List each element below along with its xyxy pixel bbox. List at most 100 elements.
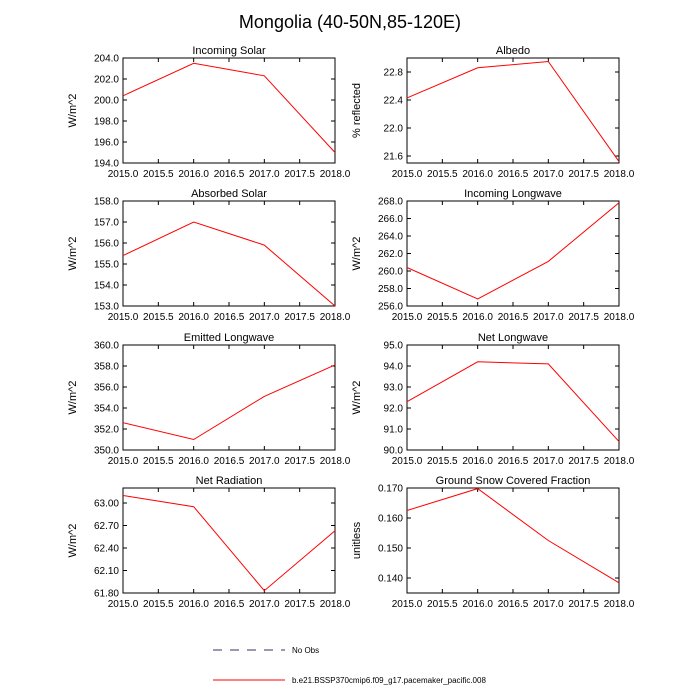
y-tick-label: 153.0 bbox=[94, 302, 119, 313]
x-tick-label: 2015.0 bbox=[108, 456, 139, 467]
data-point bbox=[122, 494, 124, 496]
x-tick-label: 2015.0 bbox=[392, 169, 423, 180]
panel-8: Ground Snow Covered Fraction 2015.0 2015.5… bbox=[351, 475, 635, 610]
data-point bbox=[263, 244, 265, 246]
y-tick-label: 0.170 bbox=[378, 484, 403, 495]
data-point bbox=[263, 590, 265, 592]
data-point bbox=[547, 60, 549, 62]
data-point bbox=[406, 97, 408, 99]
y-tick-label: 360.0 bbox=[94, 341, 119, 352]
y-tick-label: 90.0 bbox=[384, 446, 404, 457]
data-point bbox=[406, 509, 408, 511]
x-tick-label: 2016.5 bbox=[214, 456, 245, 467]
x-tick-label: 2016.5 bbox=[498, 599, 529, 610]
y-tick-label: 22.0 bbox=[384, 124, 404, 135]
panel-title: Incoming Solar bbox=[192, 45, 266, 57]
panels: Incoming Solar 2015.0 2015.5 2016.0 2016.5 20… bbox=[67, 45, 635, 610]
panel-title: Emitted Longwave bbox=[184, 332, 275, 344]
y-axis-label: W/m^2 bbox=[67, 94, 79, 128]
x-tick-label: 2016.0 bbox=[462, 456, 493, 467]
x-tick-label: 2016.5 bbox=[214, 599, 245, 610]
x-tick-label: 2015.5 bbox=[427, 169, 458, 180]
panel-4: Incoming Longwave 2015.0 2015.5 2016.0 2016.… bbox=[351, 188, 635, 323]
y-tick-label: 93.0 bbox=[384, 383, 404, 394]
x-tick-label: 2016.5 bbox=[498, 312, 529, 323]
y-axis-label: unitless bbox=[351, 521, 363, 559]
series-line bbox=[122, 221, 336, 307]
data-point bbox=[334, 530, 336, 532]
y-tick-label: 62.40 bbox=[94, 544, 119, 555]
x-tick-label: 2018.0 bbox=[320, 169, 351, 180]
x-tick-label: 2018.0 bbox=[320, 599, 351, 610]
x-tick-label: 2017.5 bbox=[568, 312, 599, 323]
plot-frame bbox=[406, 344, 620, 451]
data-point bbox=[618, 202, 620, 204]
x-tick-label: 2015.0 bbox=[108, 599, 139, 610]
x-tick-label: 2016.0 bbox=[462, 599, 493, 610]
x-tick-label: 2018.0 bbox=[604, 169, 635, 180]
data-point bbox=[122, 422, 124, 424]
x-tick-label: 2017.0 bbox=[249, 599, 280, 610]
panel-2: Albedo 2015.0 2015.5 2016.0 2016.5 2017.0 2017… bbox=[351, 45, 635, 180]
y-tick-label: 256.0 bbox=[378, 302, 403, 313]
x-tick-label: 2017.0 bbox=[533, 599, 564, 610]
y-axis-label: W/m^2 bbox=[67, 381, 79, 415]
x-tick-label: 2018.0 bbox=[604, 599, 635, 610]
y-axis-label: % reflected bbox=[351, 83, 363, 138]
y-tick-label: 62.70 bbox=[94, 521, 119, 532]
y-tick-label: 264.0 bbox=[378, 232, 403, 243]
x-tick-label: 2018.0 bbox=[604, 456, 635, 467]
x-tick-label: 2017.5 bbox=[284, 456, 315, 467]
y-tick-label: 22.8 bbox=[384, 68, 404, 79]
x-tick-label: 2015.5 bbox=[143, 456, 174, 467]
panel-5: Emitted Longwave 2015.0 2015.5 2016.0 2016.5… bbox=[67, 332, 351, 467]
x-tick-label: 2017.0 bbox=[249, 169, 280, 180]
plot-frame bbox=[122, 200, 336, 307]
data-point bbox=[406, 266, 408, 268]
data-point bbox=[476, 67, 478, 69]
y-tick-label: 358.0 bbox=[94, 362, 119, 373]
y-axis-label: W/m^2 bbox=[351, 237, 363, 271]
data-point bbox=[547, 539, 549, 541]
x-tick-label: 2018.0 bbox=[604, 312, 635, 323]
x-tick-label: 2016.0 bbox=[178, 456, 209, 467]
plot-frame bbox=[406, 200, 620, 307]
y-tick-label: 0.140 bbox=[378, 574, 403, 585]
data-point bbox=[547, 363, 549, 365]
x-tick-label: 2015.0 bbox=[108, 312, 139, 323]
x-tick-label: 2015.0 bbox=[108, 169, 139, 180]
legend: No Obs b.e21.BSSP370cmip6.f09_g17.pacema… bbox=[213, 646, 486, 685]
series-line bbox=[406, 202, 620, 300]
data-point bbox=[547, 260, 549, 262]
x-tick-label: 2017.5 bbox=[284, 312, 315, 323]
x-tick-label: 2017.0 bbox=[533, 456, 564, 467]
y-tick-label: 61.80 bbox=[94, 589, 119, 600]
plot-frame bbox=[122, 487, 336, 594]
x-tick-label: 2016.0 bbox=[462, 169, 493, 180]
x-tick-label: 2016.5 bbox=[214, 169, 245, 180]
data-point bbox=[263, 395, 265, 397]
panel-title: Albedo bbox=[496, 45, 530, 57]
series-line bbox=[406, 488, 620, 584]
x-tick-label: 2016.5 bbox=[498, 456, 529, 467]
x-tick-label: 2017.5 bbox=[568, 456, 599, 467]
y-tick-label: 62.10 bbox=[94, 566, 119, 577]
x-tick-label: 2015.5 bbox=[427, 312, 458, 323]
x-tick-label: 2017.5 bbox=[568, 169, 599, 180]
x-tick-label: 2016.0 bbox=[462, 312, 493, 323]
y-tick-label: 194.0 bbox=[94, 159, 119, 170]
data-point bbox=[334, 305, 336, 307]
x-tick-label: 2016.0 bbox=[178, 169, 209, 180]
y-tick-label: 91.0 bbox=[384, 425, 404, 436]
y-tick-label: 22.4 bbox=[384, 96, 404, 107]
series-line bbox=[406, 60, 620, 162]
x-tick-label: 2017.0 bbox=[533, 312, 564, 323]
x-tick-label: 2017.5 bbox=[284, 599, 315, 610]
plot-frame bbox=[406, 57, 620, 164]
data-point bbox=[263, 75, 265, 77]
x-tick-label: 2015.5 bbox=[143, 599, 174, 610]
x-tick-label: 2017.5 bbox=[568, 599, 599, 610]
legend-no-obs-label: No Obs bbox=[292, 646, 319, 655]
y-axis-label: W/m^2 bbox=[351, 381, 363, 415]
y-axis-label: W/m^2 bbox=[67, 237, 79, 271]
